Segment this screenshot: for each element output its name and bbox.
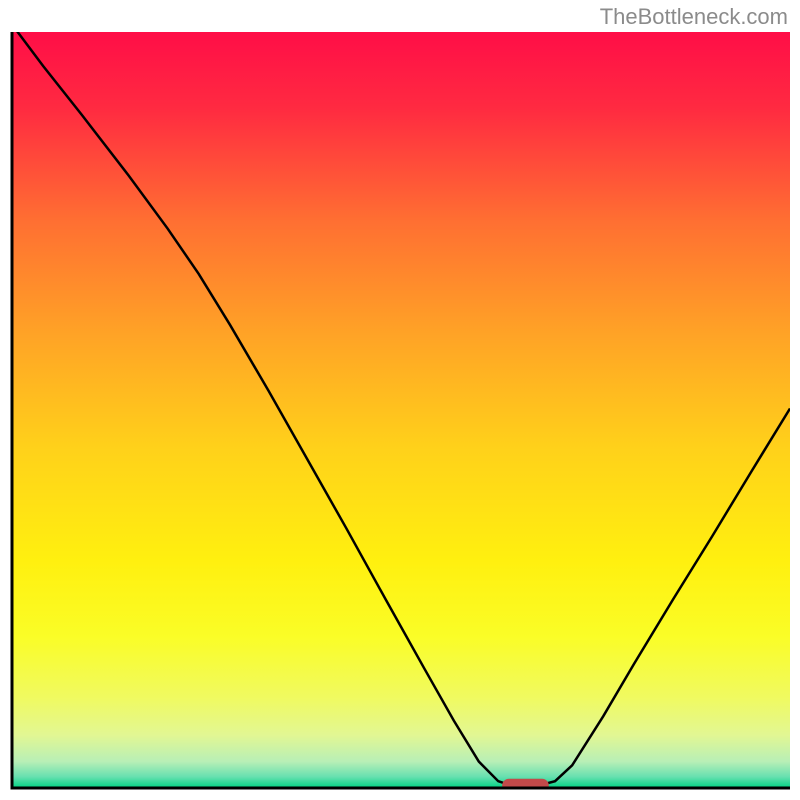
optimal-marker [502,779,549,793]
bottleneck-chart: TheBottleneck.com [0,0,800,800]
chart-container: TheBottleneck.com [0,0,800,800]
gradient-background [12,32,790,788]
watermark-text: TheBottleneck.com [600,4,788,29]
